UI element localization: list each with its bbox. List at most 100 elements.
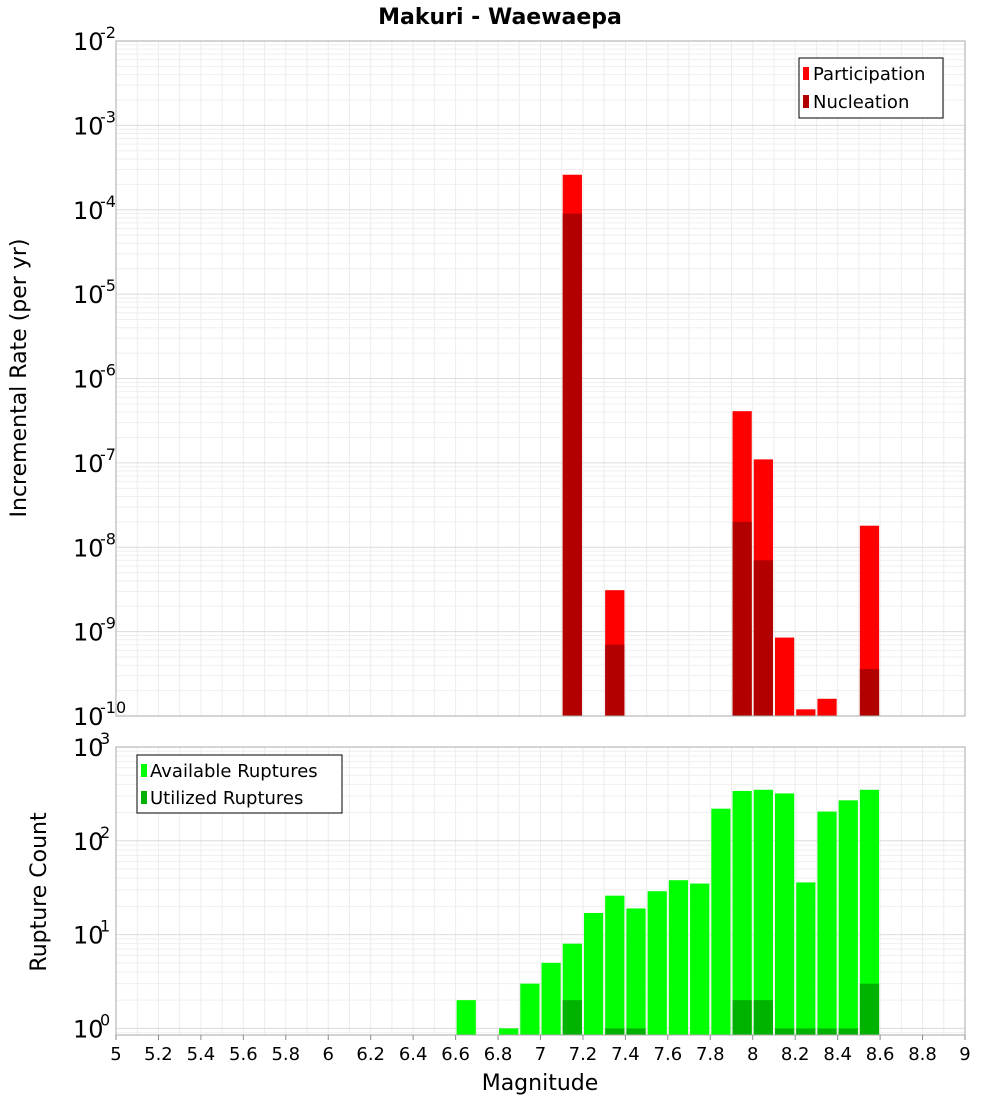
x-tick-label: 5.8 xyxy=(271,1044,300,1065)
count-legend-box xyxy=(136,754,343,814)
bar-available-ruptures xyxy=(499,1028,519,1035)
y-tick-exponent: -9 xyxy=(100,614,116,633)
bar-utilized-ruptures xyxy=(796,1028,816,1035)
y-tick-exponent: 0 xyxy=(100,1010,110,1029)
x-tick-label: 7 xyxy=(535,1044,546,1065)
y-tick-exponent: -4 xyxy=(100,192,116,211)
y-tick-label: 10 xyxy=(73,619,104,647)
bar-nucleation xyxy=(605,644,625,716)
x-tick-label: 6.4 xyxy=(399,1044,428,1065)
y-tick-exponent: 3 xyxy=(100,729,110,748)
bar-available-ruptures xyxy=(732,790,752,1035)
legend-swatch-nucleation xyxy=(803,95,809,108)
rate-legend-box xyxy=(798,57,944,119)
y-tick-label: 10 xyxy=(73,922,104,950)
count-legend: Available Ruptures Utilized Ruptures xyxy=(136,754,343,814)
rate-legend: Participation Nucleation xyxy=(798,57,944,119)
bar-participation xyxy=(817,698,837,716)
y-tick-label: 10 xyxy=(73,112,104,140)
rate-bars xyxy=(562,174,880,717)
bar-available-ruptures xyxy=(690,883,710,1035)
bar-available-ruptures xyxy=(838,800,858,1035)
legend-label-utilized: Utilized Ruptures xyxy=(150,788,303,809)
x-tick-label: 6.2 xyxy=(356,1044,385,1065)
bar-participation xyxy=(774,637,795,716)
rate-plot-frame xyxy=(115,40,966,717)
x-tick-label: 7.4 xyxy=(611,1044,640,1065)
count-y-axis-label: Rupture Count xyxy=(27,812,52,972)
bar-utilized-ruptures xyxy=(859,983,880,1035)
bar-available-ruptures xyxy=(520,983,540,1035)
x-tick-label: 8.6 xyxy=(866,1044,895,1065)
y-tick-exponent: 1 xyxy=(100,917,110,936)
bar-available-ruptures xyxy=(541,962,561,1035)
bar-available-ruptures xyxy=(647,891,667,1035)
y-tick-label: 10 xyxy=(73,1015,104,1043)
y-tick-label: 10 xyxy=(73,703,104,731)
y-tick-exponent: -7 xyxy=(100,445,116,464)
x-tick-label: 5 xyxy=(110,1044,121,1065)
legend-label-participation: Participation xyxy=(813,64,925,85)
bar-available-ruptures xyxy=(796,882,816,1035)
bar-available-ruptures xyxy=(817,811,837,1035)
x-tick-label: 5.6 xyxy=(229,1044,258,1065)
bar-utilized-ruptures xyxy=(838,1028,858,1035)
bar-available-ruptures xyxy=(583,912,604,1035)
bar-utilized-ruptures xyxy=(774,1028,795,1035)
bar-nucleation xyxy=(562,213,582,717)
bar-utilized-ruptures xyxy=(562,1000,582,1035)
bar-available-ruptures xyxy=(753,789,773,1035)
bar-available-ruptures xyxy=(626,908,646,1035)
bar-nucleation xyxy=(732,521,752,716)
bar-utilized-ruptures xyxy=(732,1000,752,1035)
y-tick-exponent: -8 xyxy=(100,529,116,548)
bar-available-ruptures xyxy=(859,789,880,1035)
legend-swatch-utilized xyxy=(141,791,147,804)
x-tick-label: 7.2 xyxy=(569,1044,598,1065)
bar-participation xyxy=(859,525,880,716)
x-tick-label: 8.4 xyxy=(823,1044,852,1065)
y-tick-label: 10 xyxy=(73,534,104,562)
y-tick-label: 10 xyxy=(73,828,104,856)
bar-utilized-ruptures xyxy=(753,1000,773,1035)
bar-available-ruptures xyxy=(605,895,625,1035)
bar-available-ruptures xyxy=(774,793,795,1035)
bar-utilized-ruptures xyxy=(605,1028,625,1035)
x-tick-label: 8.2 xyxy=(781,1044,810,1065)
x-axis-label: Magnitude xyxy=(482,1071,599,1096)
bar-available-ruptures xyxy=(668,880,689,1035)
y-tick-label: 10 xyxy=(73,281,104,309)
x-tick-label: 8.8 xyxy=(908,1044,937,1065)
y-tick-label: 10 xyxy=(73,197,104,225)
bar-utilized-ruptures xyxy=(817,1028,837,1035)
bar-available-ruptures xyxy=(456,1000,476,1035)
rate-y-axis-label: Incremental Rate (per yr) xyxy=(7,239,32,518)
y-tick-exponent: -10 xyxy=(100,698,126,717)
bar-nucleation xyxy=(859,669,880,716)
y-tick-exponent: 2 xyxy=(100,823,110,842)
bar-utilized-ruptures xyxy=(626,1028,646,1035)
x-tick-label: 6.6 xyxy=(441,1044,470,1065)
chart-title: Makuri - Waewaepa xyxy=(378,5,622,30)
y-tick-label: 10 xyxy=(73,366,104,394)
x-ticks: 5 5.2 5.4 5.6 5.8 6 6.2 6.4 6.6 6.8 7 7.2 7.4 7.6 7.8 8… xyxy=(110,1035,971,1065)
y-tick-exponent: -5 xyxy=(100,276,116,295)
legend-swatch-available xyxy=(141,764,147,777)
x-tick-label: 9 xyxy=(959,1044,970,1065)
x-tick-label: 7.8 xyxy=(696,1044,725,1065)
rate-grid xyxy=(115,40,966,717)
y-tick-label: 10 xyxy=(73,28,104,56)
x-tick-label: 7.6 xyxy=(654,1044,683,1065)
x-tick-label: 6 xyxy=(323,1044,334,1065)
count-bars xyxy=(456,789,880,1035)
legend-label-available: Available Ruptures xyxy=(150,761,318,782)
x-tick-label: 8 xyxy=(747,1044,758,1065)
legend-swatch-participation xyxy=(803,67,809,80)
legend-label-nucleation: Nucleation xyxy=(813,92,909,113)
y-tick-exponent: -6 xyxy=(100,361,116,380)
x-tick-label: 5.2 xyxy=(144,1044,173,1065)
